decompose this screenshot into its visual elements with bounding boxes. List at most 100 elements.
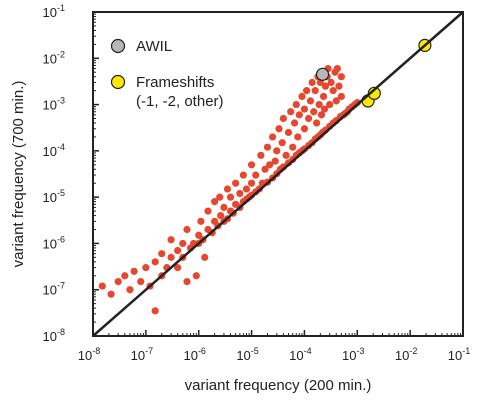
variant-point: [183, 225, 191, 234]
variant-point: [151, 258, 159, 266]
x-tick-label: 10-1: [448, 346, 470, 363]
variant-point: [332, 97, 340, 105]
y-tick-label: 10-7: [43, 281, 65, 298]
variant-point: [294, 133, 302, 141]
x-tick-label: 10-3: [342, 346, 364, 363]
y-tick-label: 10-6: [43, 234, 65, 251]
variant-point: [201, 253, 209, 261]
legend-label: AWIL: [136, 38, 172, 55]
data-points: [98, 38, 432, 315]
variant-point: [295, 111, 303, 119]
legend-label: Frameshifts: [136, 74, 214, 91]
variant-point: [317, 111, 326, 119]
variant-point: [130, 267, 138, 275]
variant-point: [273, 147, 281, 155]
variant-point: [114, 277, 122, 286]
variant-point: [306, 97, 315, 105]
variant-point: [121, 272, 129, 280]
variant-point: [278, 139, 286, 147]
variant-point: [310, 108, 318, 116]
x-tick-label: 10-8: [78, 346, 100, 363]
variant-point: [315, 100, 323, 109]
x-tick-label: 10-2: [395, 346, 417, 363]
variant-point: [263, 143, 272, 151]
variant-point: [247, 161, 256, 169]
x-tick-label: 10-7: [131, 346, 153, 363]
y-axis: 10-8 10-7 10-6 10-5 10-4 10-3 10-2 10-1: [43, 3, 99, 344]
variant-point: [284, 128, 293, 137]
variant-point: [279, 114, 287, 123]
y-tick-label: 10-5: [43, 188, 65, 205]
variant-point: [197, 217, 205, 225]
variant-point: [142, 264, 150, 272]
y-tick-label: 10-3: [43, 96, 65, 113]
variant-point: [183, 277, 191, 286]
x-axis: 10-8 10-7 10-6 10-5 10-4 10-3 10-2 10-1: [78, 330, 470, 363]
variant-point: [298, 92, 306, 101]
x-axis-title: variant frequency (200 min.): [185, 377, 372, 394]
identity-line: [92, 11, 464, 337]
variant-point: [333, 64, 341, 73]
variant-point: [158, 250, 166, 258]
variant-point: [137, 277, 145, 286]
variant-point: [204, 207, 212, 215]
variant-point: [226, 193, 235, 201]
variant-point: [271, 157, 279, 165]
variant-point: [239, 171, 247, 179]
variant-point: [174, 264, 182, 272]
variant-point: [261, 165, 269, 173]
variant-point: [326, 100, 334, 109]
variant-point: [232, 179, 240, 187]
variant-point: [174, 246, 182, 255]
legend: AWIL Frameshifts (-1, -2, other): [110, 38, 224, 110]
variant-point: [217, 211, 225, 220]
variant-point: [337, 73, 345, 81]
variant-point: [311, 87, 319, 95]
variant-point: [269, 133, 277, 141]
awil-point: [315, 67, 330, 81]
x-tick-label: 10-6: [183, 346, 205, 363]
variant-point: [292, 100, 300, 109]
variant-point: [320, 105, 329, 113]
variant-point: [247, 179, 256, 187]
variant-point: [242, 185, 251, 193]
variant-point: [337, 92, 345, 101]
y-axis-title: variant frequency (700 min.): [10, 81, 27, 268]
variant-point: [290, 119, 299, 127]
variant-point: [266, 161, 274, 169]
variant-point: [327, 78, 335, 87]
variant-point: [126, 286, 134, 294]
variant-point: [287, 108, 295, 116]
variant-point: [335, 82, 343, 90]
variant-point: [303, 87, 311, 95]
variant-point: [167, 253, 175, 261]
variant-point: [329, 87, 337, 95]
variant-point: [192, 272, 200, 280]
variant-point: [300, 105, 309, 113]
variant-point: [98, 282, 106, 290]
legend-label: (-1, -2, other): [136, 93, 224, 110]
y-tick-label: 10-2: [43, 49, 65, 66]
variant-point: [223, 185, 232, 193]
plot-frame: [92, 11, 464, 337]
variant-point: [300, 125, 309, 133]
variant-point: [252, 171, 260, 179]
variant-point: [305, 114, 313, 123]
legend-marker: [110, 38, 126, 54]
y-tick-label: 10-4: [43, 142, 65, 159]
variant-point: [275, 125, 283, 133]
variant-point: [319, 92, 328, 101]
x-tick-label: 10-4: [289, 346, 311, 363]
variant-point: [236, 189, 244, 198]
x-tick-label: 10-5: [236, 346, 258, 363]
variant-point: [313, 119, 321, 127]
variant-point: [321, 82, 330, 90]
variant-point: [308, 78, 316, 87]
variant-point: [179, 239, 187, 248]
variant-point: [216, 193, 224, 201]
variant-point: [151, 307, 159, 315]
variant-point: [220, 203, 228, 212]
variant-point: [211, 198, 219, 206]
variant-point: [282, 151, 290, 159]
